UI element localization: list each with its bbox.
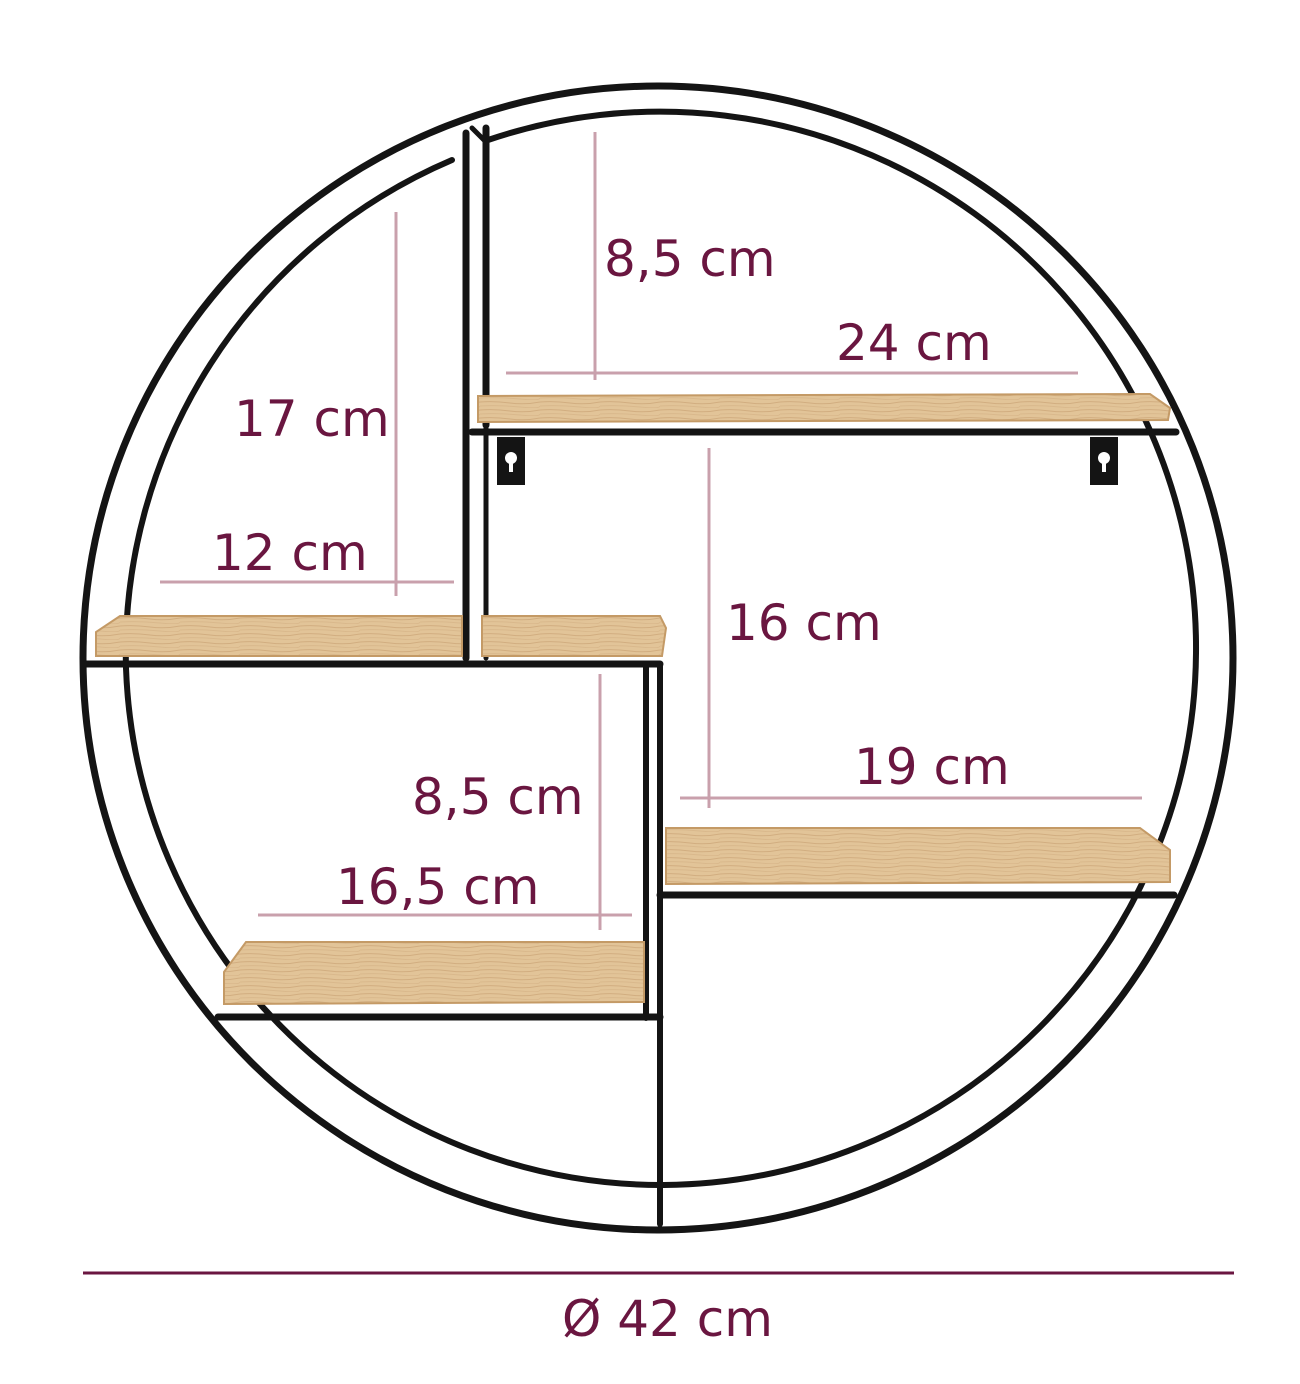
inner-ring-bottom-right [661, 650, 1199, 1188]
label-right-shelf-width: 19 cm [854, 738, 1010, 796]
left-shelf-board [95, 615, 463, 657]
label-left-shelf-width: 12 cm [212, 524, 368, 582]
bottom-shelf-board [223, 941, 645, 1006]
metal-frame [79, 82, 1237, 1234]
label-top-shelf-height: 8,5 cm [604, 230, 776, 288]
dimension-guides [160, 132, 1142, 930]
wood-shelves [95, 392, 1172, 1006]
left-shelf-board-right-part [481, 615, 668, 657]
outer-ring [79, 82, 1237, 1234]
inner-ring-top-left [122, 157, 455, 671]
hanging-bracket-right [1090, 437, 1118, 485]
hanging-bracket-left [497, 437, 525, 485]
label-diameter: Ø 42 cm [562, 1290, 773, 1348]
inner-ring-bottom-left [123, 665, 667, 1189]
top-shelf-board [477, 392, 1172, 424]
label-right-shelf-height: 16 cm [726, 594, 882, 652]
label-top-shelf-width: 24 cm [836, 314, 992, 372]
divider-top-corner [469, 125, 489, 145]
label-bottom-shelf-height: 8,5 cm [412, 768, 584, 826]
label-bottom-shelf-width: 16,5 cm [336, 858, 539, 916]
label-left-shelf-height: 17 cm [234, 390, 390, 448]
inner-ring-top-right [485, 108, 1200, 656]
right-shelf-board [665, 827, 1171, 886]
dimension-labels: 8,5 cm 24 cm 17 cm 12 cm 16 cm 19 cm 8,5… [212, 230, 1010, 1348]
